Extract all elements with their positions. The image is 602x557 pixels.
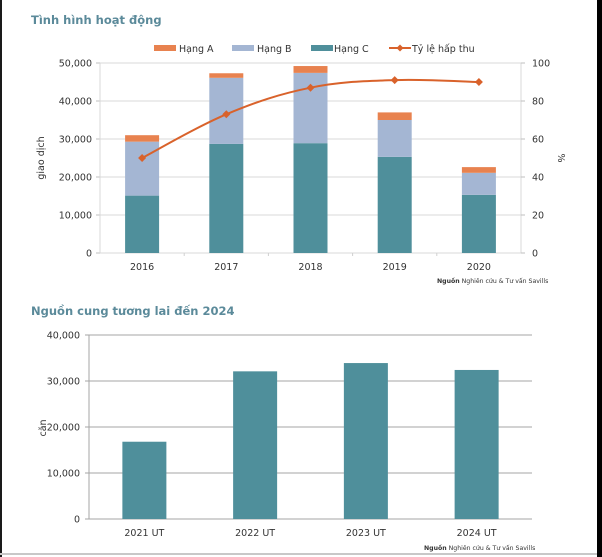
bar-segment-hang-a bbox=[461, 167, 496, 173]
window-border-left bbox=[0, 0, 2, 557]
y-tick-label: 20,000 bbox=[59, 173, 92, 184]
y2-tick-label: 0 bbox=[532, 249, 538, 260]
y-tick-label: 0 bbox=[86, 249, 92, 260]
chart1-bars bbox=[125, 66, 496, 253]
window-border-right bbox=[597, 0, 602, 557]
supply-bar bbox=[233, 371, 278, 519]
absorption-rate-marker bbox=[222, 110, 231, 119]
supply-bar bbox=[454, 369, 499, 519]
legend-label-hang-c: Hạng C bbox=[334, 44, 369, 55]
x-tick-label: 2021 UT bbox=[124, 528, 164, 539]
y2-tick-label: 80 bbox=[532, 97, 544, 108]
absorption-rate-marker bbox=[306, 83, 315, 92]
y-tick-label: 40,000 bbox=[59, 97, 92, 108]
y2-tick-label: 20 bbox=[532, 211, 544, 222]
bar-segment-hang-c bbox=[293, 143, 328, 253]
x-tick-label: 2016 bbox=[130, 262, 154, 273]
y-tick-label: 0 bbox=[74, 515, 80, 526]
y-tick-label: 30,000 bbox=[47, 377, 80, 388]
supply-bar bbox=[122, 441, 167, 519]
chart1-ylabel: giao dịch bbox=[36, 136, 47, 179]
y-tick-label: 40,000 bbox=[47, 331, 80, 342]
y2-tick-label: 40 bbox=[532, 173, 544, 184]
window-border-bottom bbox=[0, 553, 597, 555]
y-tick-label: 10,000 bbox=[59, 211, 92, 222]
chart1-ticks: 0 10,000 20,000 30,000 40,000 50,000 0 20 40 60 80… bbox=[59, 59, 550, 274]
y2-tick-label: 100 bbox=[532, 59, 550, 70]
bar-segment-hang-c bbox=[125, 195, 160, 253]
bar-segment-hang-c bbox=[461, 194, 496, 253]
bar-segment-hang-c bbox=[377, 156, 412, 253]
chart2-source: Nguồn Nghiên cứu & Tư vấn Savills bbox=[424, 544, 535, 552]
legend-label-hang-b: Hạng B bbox=[257, 44, 292, 55]
legend-swatch-hang-b bbox=[232, 45, 254, 51]
bar-segment-hang-b bbox=[293, 72, 328, 144]
legend-marker-absorption bbox=[396, 44, 404, 52]
bar-segment-hang-a bbox=[377, 112, 412, 120]
x-tick-label: 2023 UT bbox=[346, 528, 386, 539]
x-tick-label: 2022 UT bbox=[235, 528, 275, 539]
chart1-source: Nguồn Nghiên cứu & Tư vấn Savills bbox=[437, 277, 548, 285]
bar-segment-hang-a bbox=[293, 66, 328, 73]
legend-label-absorption: Tỷ lệ hấp thu bbox=[411, 44, 475, 55]
x-tick-label: 2020 bbox=[467, 262, 491, 273]
chart2-title: Nguồn cung tương lai đến 2024 bbox=[31, 304, 235, 318]
chart2-ticks: 0 10,000 20,000 30,000 40,000 2021 UT 2022 UT 2… bbox=[47, 331, 497, 540]
bar-segment-hang-c bbox=[209, 143, 244, 253]
chart2-bars bbox=[122, 363, 499, 519]
chart2-gridlines bbox=[85, 334, 532, 520]
bar-segment-hang-b bbox=[461, 172, 496, 195]
y-tick-label: 30,000 bbox=[59, 135, 92, 146]
y2-tick-label: 60 bbox=[532, 135, 544, 146]
y-tick-label: 50,000 bbox=[59, 59, 92, 70]
supply-bar bbox=[343, 363, 388, 519]
x-tick-label: 2018 bbox=[298, 262, 322, 273]
x-tick-label: 2019 bbox=[383, 262, 407, 273]
chart1-line bbox=[138, 76, 483, 162]
legend-swatch-hang-c bbox=[311, 45, 333, 51]
y-tick-label: 10,000 bbox=[47, 469, 80, 480]
x-tick-label: 2017 bbox=[214, 262, 238, 273]
chart-operations: 0 10,000 20,000 30,000 40,000 50,000 0 20 40 60 80… bbox=[36, 44, 566, 285]
chart1-title: Tình hình hoạt động bbox=[31, 13, 162, 27]
absorption-rate-marker bbox=[138, 154, 147, 162]
chart1-legend: Hạng A Hạng B Hạng C Tỷ lệ hấp thu bbox=[154, 44, 475, 55]
absorption-rate-marker bbox=[390, 76, 399, 85]
chart1-y2label: % bbox=[555, 153, 566, 162]
x-tick-label: 2024 UT bbox=[457, 528, 497, 539]
chart1-gridlines bbox=[96, 62, 525, 256]
y-tick-label: 20,000 bbox=[47, 423, 80, 434]
legend-swatch-hang-a bbox=[154, 45, 176, 51]
absorption-rate-marker bbox=[474, 78, 483, 86]
bar-segment-hang-b bbox=[125, 141, 160, 196]
chart2-ylabel: căn bbox=[38, 419, 49, 436]
bar-segment-hang-a bbox=[209, 73, 244, 78]
bar-segment-hang-b bbox=[377, 120, 412, 157]
legend-label-hang-a: Hạng A bbox=[179, 44, 214, 55]
bar-segment-hang-a bbox=[125, 135, 160, 142]
